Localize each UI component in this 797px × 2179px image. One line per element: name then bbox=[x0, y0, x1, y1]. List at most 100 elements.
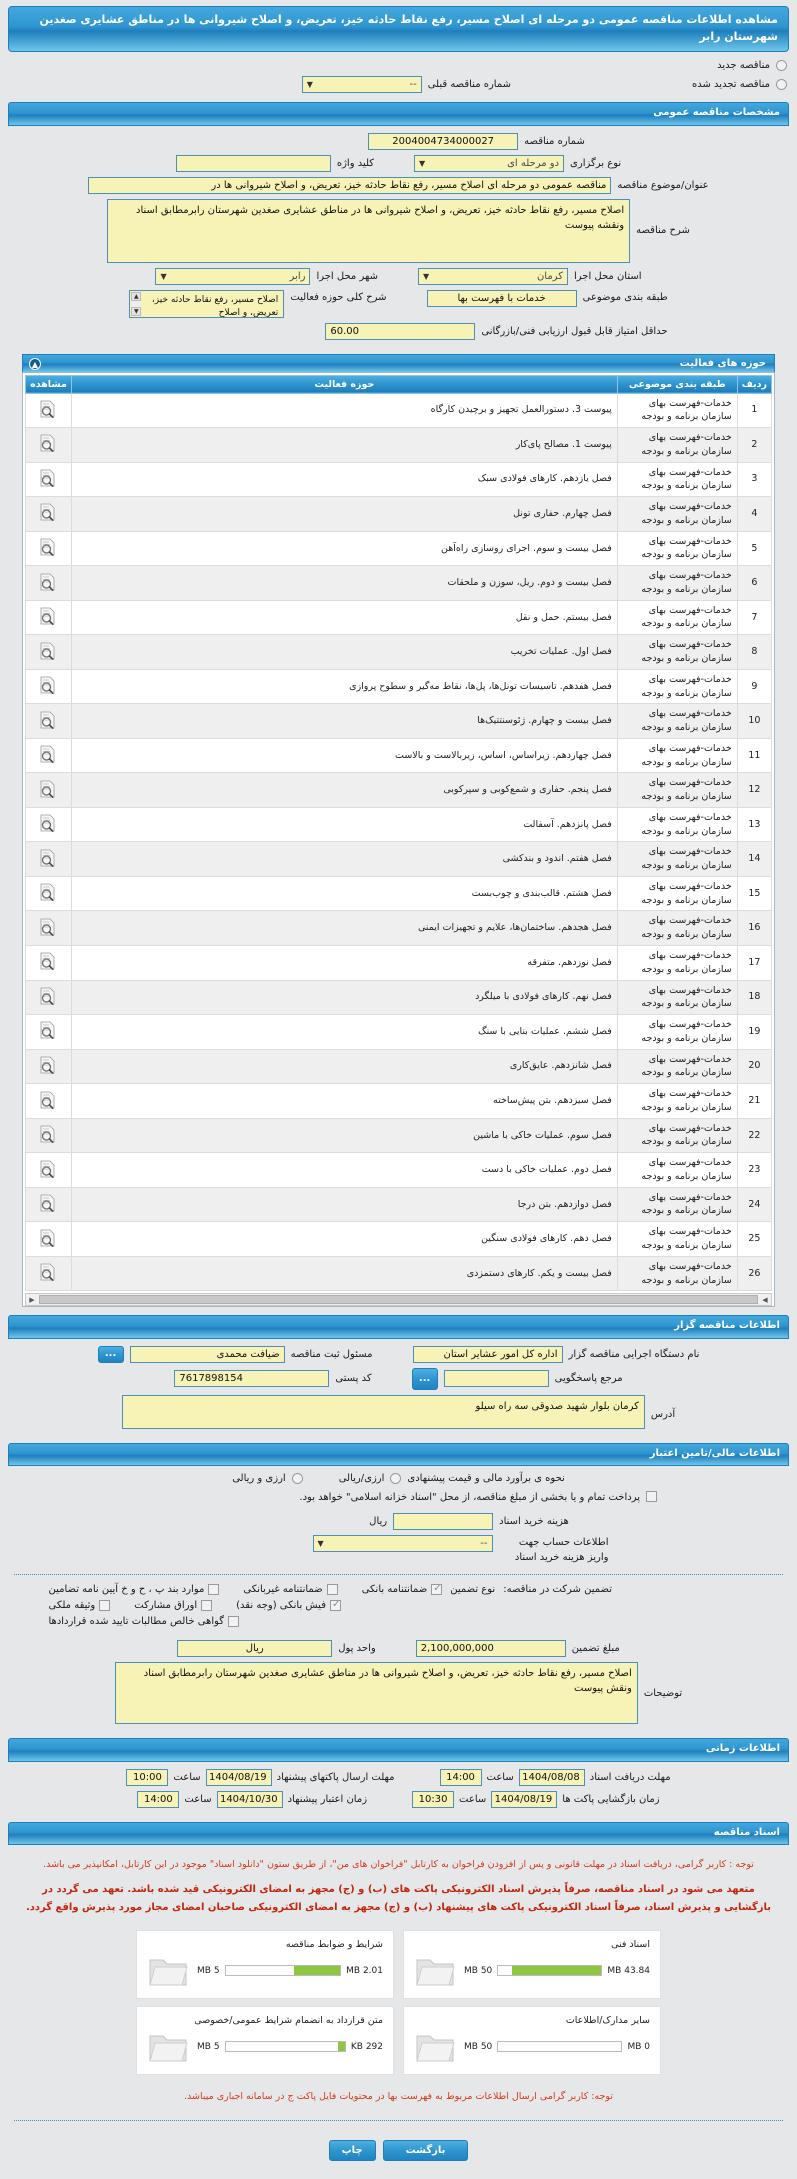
table-row[interactable]: 7 خدمات-فهرست بهای سازمان برنامه و بودجه ف… bbox=[25, 599, 773, 636]
doc-purchase-cost-input[interactable] bbox=[393, 1513, 494, 1531]
table-row[interactable]: 26 خدمات-فهرست بهای سازمان برنامه و بودجه… bbox=[25, 1255, 773, 1292]
cell-view[interactable] bbox=[25, 634, 72, 670]
view-document-icon[interactable] bbox=[40, 1229, 58, 1247]
table-row[interactable]: 3 خدمات-فهرست بهای سازمان برنامه و بودجه ف… bbox=[25, 461, 773, 498]
cell-view[interactable] bbox=[25, 875, 72, 912]
table-row[interactable]: 21 خدمات-فهرست بهای سازمان برنامه و بودجه… bbox=[25, 1083, 773, 1119]
remarks-textarea[interactable]: اصلاح مسیر، رفع نقاط حادثه خیز، تعریض، و… bbox=[114, 1662, 638, 1725]
guarantee-option-bank-guarantee[interactable]: ضمانتنامه بانکی bbox=[362, 1583, 443, 1596]
cell-view[interactable] bbox=[25, 530, 72, 567]
table-row[interactable]: 2 خدمات-فهرست بهای سازمان برنامه و بودجه پ… bbox=[25, 427, 773, 463]
cell-view[interactable] bbox=[25, 945, 72, 981]
city-select[interactable]: ▼ رابر bbox=[155, 267, 311, 285]
view-document-icon[interactable] bbox=[40, 469, 58, 487]
cell-view[interactable] bbox=[25, 392, 72, 429]
table-row[interactable]: 15 خدمات-فهرست بهای سازمان برنامه و بودجه… bbox=[25, 875, 773, 912]
document-card-technical[interactable]: اسناد فنی 50 MB 43.84 MB bbox=[403, 1929, 661, 1999]
print-button[interactable]: چاپ bbox=[328, 2139, 376, 2161]
previous-tender-number-select[interactable]: ▼ -- bbox=[301, 76, 422, 93]
document-card-other[interactable]: سایر مدارک/اطلاعات 50 MB 0 MB bbox=[403, 2005, 661, 2075]
cell-view[interactable] bbox=[25, 1255, 72, 1292]
radio-currency-rial[interactable] bbox=[390, 1473, 402, 1485]
view-document-icon[interactable] bbox=[40, 434, 58, 453]
guarantee-option-nonbank-guarantee[interactable]: ضمانتنامه غیربانکی bbox=[243, 1584, 338, 1596]
collapse-icon[interactable]: ▲ bbox=[29, 357, 41, 370]
checkbox-participation-bonds[interactable] bbox=[201, 1600, 213, 1612]
table-row[interactable]: 18 خدمات-فهرست بهای سازمان برنامه و بودجه… bbox=[25, 979, 773, 1016]
cell-view[interactable] bbox=[25, 910, 72, 946]
table-row[interactable]: 13 خدمات-فهرست بهای سازمان برنامه و بودجه… bbox=[25, 806, 773, 843]
agency-input[interactable]: اداره کل امور عشایر استان bbox=[412, 1345, 563, 1363]
table-row[interactable]: 17 خدمات-فهرست بهای سازمان برنامه و بودجه… bbox=[25, 945, 773, 981]
document-card-terms[interactable]: شرایط و ضوابط مناقصه 5 MB 2.01 MB bbox=[136, 1929, 394, 1999]
guarantee-option-regulation-clauses[interactable]: موارد بند پ ، ح و خ آیین نامه تضامین bbox=[49, 1584, 220, 1596]
view-document-icon[interactable] bbox=[40, 1125, 58, 1144]
cell-view[interactable] bbox=[25, 1117, 72, 1154]
registrar-input[interactable]: ضیافت محمدی bbox=[129, 1345, 285, 1363]
view-document-icon[interactable] bbox=[40, 1160, 58, 1178]
table-row[interactable]: 16 خدمات-فهرست بهای سازمان برنامه و بودجه… bbox=[25, 910, 773, 946]
open-envelopes-time-input[interactable]: 10:30 bbox=[412, 1790, 455, 1808]
cell-view[interactable] bbox=[25, 1186, 72, 1223]
cell-view[interactable] bbox=[25, 668, 72, 705]
table-row[interactable]: 22 خدمات-فهرست بهای سازمان برنامه و بودجه… bbox=[25, 1117, 773, 1154]
view-document-icon[interactable] bbox=[40, 745, 58, 764]
holding-type-select[interactable]: ▼ دو مرحله ای bbox=[414, 154, 565, 172]
checkbox-bank-guarantee[interactable] bbox=[431, 1583, 443, 1596]
currency-unit-input[interactable]: ریال bbox=[177, 1640, 333, 1658]
cell-view[interactable] bbox=[25, 496, 72, 532]
subject-classification-input[interactable]: خدمات با فهرست بها bbox=[426, 289, 577, 307]
view-document-icon[interactable] bbox=[40, 952, 58, 971]
view-document-icon[interactable] bbox=[40, 1056, 58, 1074]
receive-docs-date-input[interactable]: 1404/08/08 bbox=[518, 1768, 585, 1786]
view-document-icon[interactable] bbox=[40, 883, 58, 902]
checkbox-regulation-clauses[interactable] bbox=[208, 1584, 220, 1596]
open-envelopes-date-input[interactable]: 1404/08/19 bbox=[491, 1790, 558, 1808]
guarantee-option-bank-receipt[interactable]: فیش بانکی (وجه نقد) bbox=[236, 1599, 341, 1612]
view-document-icon[interactable] bbox=[40, 849, 58, 867]
cell-view[interactable] bbox=[25, 1083, 72, 1119]
table-row[interactable]: 23 خدمات-فهرست بهای سازمان برنامه و بودجه… bbox=[25, 1152, 773, 1188]
cell-view[interactable] bbox=[25, 1048, 72, 1085]
cell-view[interactable] bbox=[25, 841, 72, 877]
guarantee-amount-input[interactable]: 2,100,000,000 bbox=[415, 1640, 566, 1658]
cell-view[interactable] bbox=[25, 737, 72, 774]
tender-subject-input[interactable]: مناقصه عمومی دو مرحله ای اصلاح مسیر، رفع… bbox=[88, 176, 612, 194]
checkbox-treasury-bonds[interactable] bbox=[646, 1491, 657, 1503]
receive-docs-time-input[interactable]: 14:00 bbox=[439, 1768, 482, 1786]
cell-view[interactable] bbox=[25, 703, 72, 739]
table-row[interactable]: 10 خدمات-فهرست بهای سازمان برنامه و بودجه… bbox=[25, 703, 773, 739]
contact-authority-input[interactable] bbox=[443, 1370, 549, 1388]
min-score-input[interactable]: 60.00 bbox=[325, 322, 476, 340]
view-document-icon[interactable] bbox=[40, 814, 58, 833]
activity-scope-textarea[interactable]: ▲ ▼ اصلاح مسیر، رفع نقاط حادثه خیز، تعریض… bbox=[129, 289, 285, 318]
scrollbar-thumb[interactable] bbox=[39, 1295, 758, 1305]
cell-view[interactable] bbox=[25, 806, 72, 843]
proposal-validity-date-input[interactable]: 1404/10/30 bbox=[216, 1790, 283, 1808]
scroll-spinner[interactable]: ▲ ▼ bbox=[131, 291, 142, 316]
guarantee-option-net-claims-certificate[interactable]: گواهی خالص مطالبات تایید شده قراردادها bbox=[49, 1616, 240, 1628]
radio-currency-rial-foreign[interactable] bbox=[291, 1473, 303, 1485]
radio-renewed-tender[interactable] bbox=[776, 79, 787, 90]
table-row[interactable]: 9 خدمات-فهرست بهای سازمان برنامه و بودجه ف… bbox=[25, 668, 773, 705]
tender-description-textarea[interactable]: اصلاح مسیر، رفع نقاط حادثه خیز، تعریض، و… bbox=[107, 198, 631, 263]
view-document-icon[interactable] bbox=[40, 1091, 58, 1109]
guarantee-option-property-collateral[interactable]: وثیقه ملکی bbox=[49, 1600, 111, 1612]
tender-number-input[interactable]: 2004004734000027 bbox=[368, 132, 519, 150]
keyword-input[interactable] bbox=[175, 154, 331, 172]
radio-new-tender[interactable] bbox=[776, 60, 787, 71]
scroll-left-icon[interactable]: ◀ bbox=[762, 1295, 768, 1304]
view-document-icon[interactable] bbox=[40, 642, 58, 660]
contact-browse-button[interactable]: ... bbox=[411, 1367, 438, 1390]
view-document-icon[interactable] bbox=[40, 918, 58, 936]
document-card-contract[interactable]: متن قرارداد به انضمام شرایط عمومی/خصوصی … bbox=[136, 2005, 394, 2075]
activities-horizontal-scrollbar[interactable]: ◀ ▶ bbox=[25, 1293, 772, 1307]
back-button[interactable]: بازگشت bbox=[382, 2139, 469, 2161]
table-row[interactable]: 5 خدمات-فهرست بهای سازمان برنامه و بودجه ف… bbox=[25, 530, 773, 567]
checkbox-nonbank-guarantee[interactable] bbox=[326, 1584, 338, 1596]
table-row[interactable]: 8 خدمات-فهرست بهای سازمان برنامه و بودجه ف… bbox=[25, 634, 773, 670]
address-textarea[interactable]: کرمان بلوار شهید صدوقی سه راه سیلو bbox=[121, 1394, 645, 1429]
table-row[interactable]: 25 خدمات-فهرست بهای سازمان برنامه و بودجه… bbox=[25, 1221, 773, 1257]
checkbox-property-collateral[interactable] bbox=[99, 1600, 111, 1612]
table-row[interactable]: 11 خدمات-فهرست بهای سازمان برنامه و بودجه… bbox=[25, 737, 773, 774]
